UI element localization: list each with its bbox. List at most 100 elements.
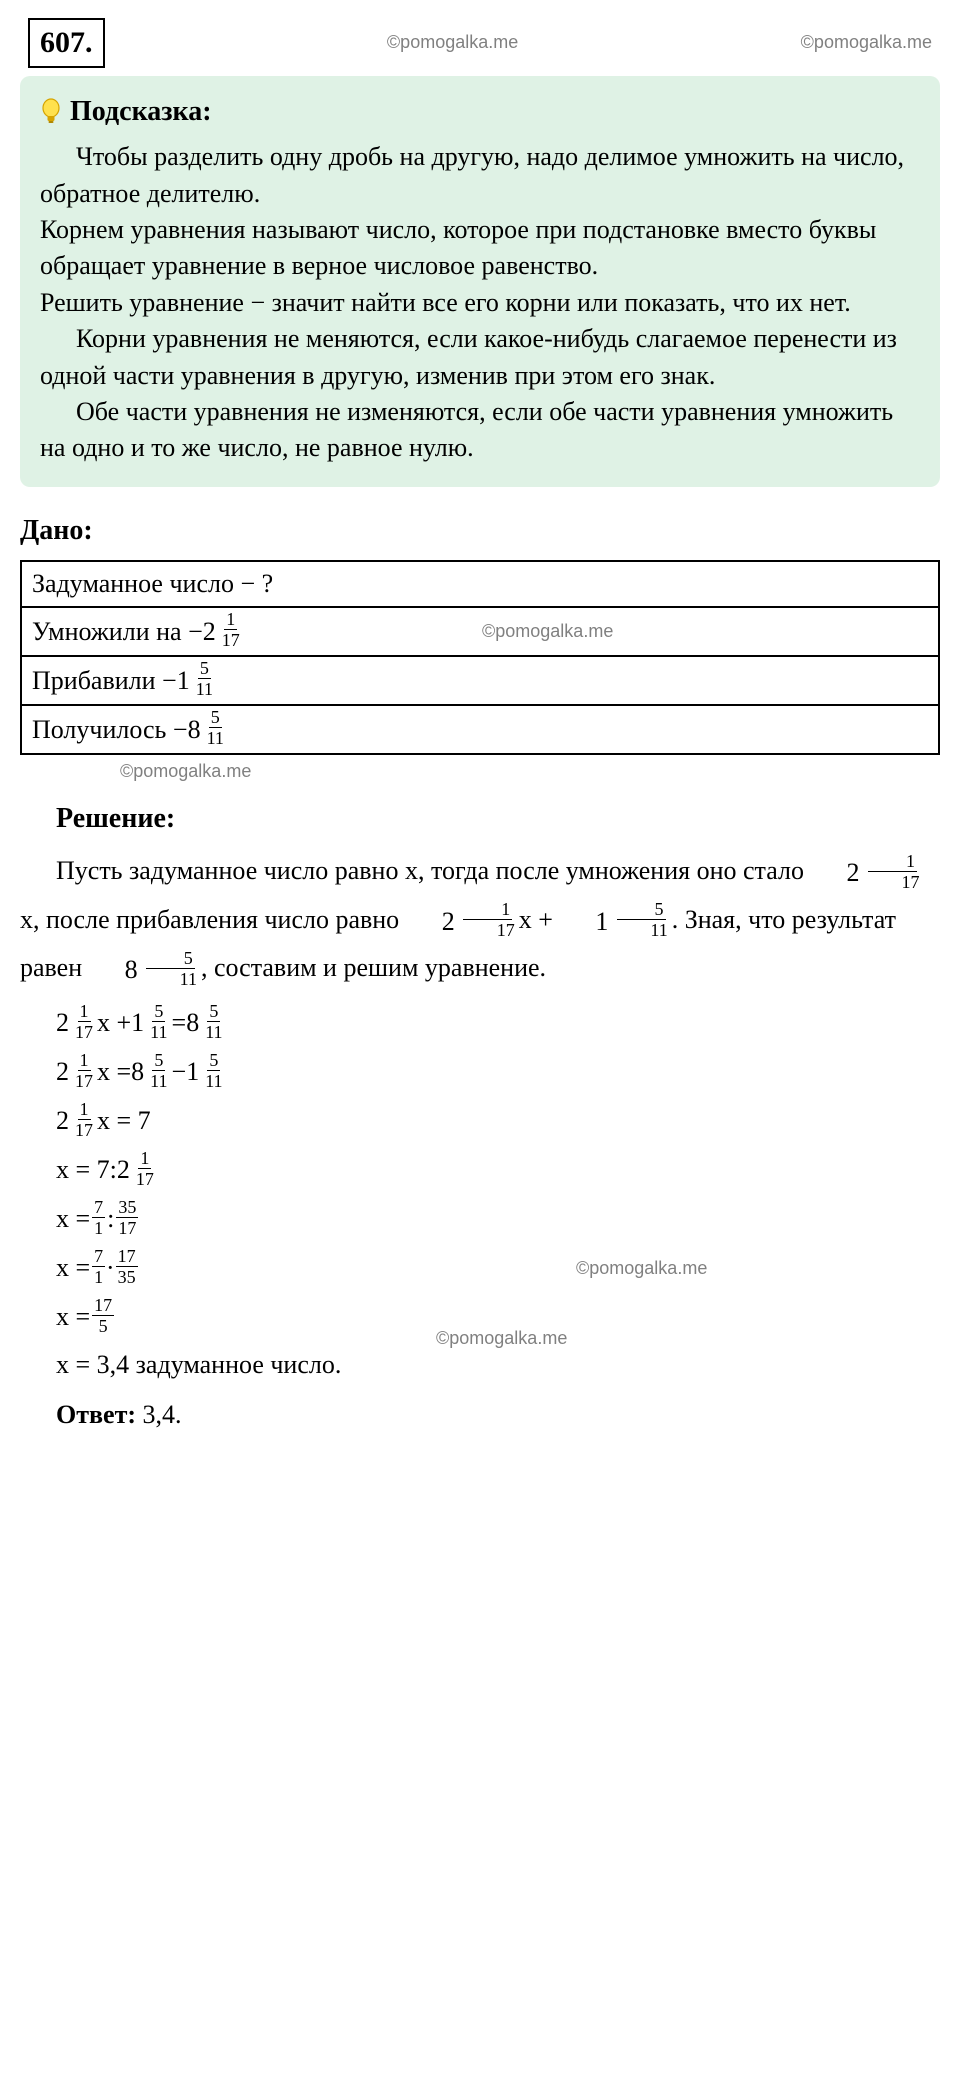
eq1-b: 1 5 11 [131,1004,171,1043]
dano-table: Задуманное число − ? Умножили на − 2 1 1… [20,560,940,755]
eq1-a: 2 1 17 [56,1004,97,1043]
eq4: x = 7: 2 1 17 [56,1151,940,1190]
eq3: 2 1 17 x = 7 [56,1102,940,1141]
frac-num: 17 [92,1296,114,1316]
frac-den: 17 [134,1169,156,1188]
sol-mid1: x, после прибавления число равно [20,905,406,934]
eq3-a: 2 1 17 [56,1102,97,1141]
frac-num: 7 [92,1247,105,1267]
frac-num: 1 [78,1051,91,1071]
frac-num: 5 [152,1051,165,1071]
eq7-f1: 17 5 [92,1296,114,1335]
eq3-t1: x = 7 [97,1103,151,1139]
solution-section: Решение: Пусть задуманное число равно x,… [20,799,940,1433]
frac-den: 11 [148,1022,169,1041]
frac-num: 5 [152,1002,165,1022]
mixed-whole: 1 [131,1005,144,1041]
mixed-whole: 8 [188,712,201,748]
frac-num: 5 [146,949,195,969]
frac-den: 11 [205,728,226,747]
frac-den: 1 [92,1267,105,1286]
sol-pre1: Пусть задуманное число равно x, тогда по… [56,856,810,885]
frac-den: 1 [92,1218,105,1237]
frac-num: 7 [92,1198,105,1218]
mixed-whole: 1 [177,663,190,699]
mixed-frac: 1 17 [459,900,517,939]
hint-p5: Обе части уравнения не изменяются, если … [40,394,920,467]
hint-title-text: Подсказка: [70,92,212,131]
frac-num: 1 [868,852,917,872]
eq8: x = 3,4 задуманное число. [56,1347,940,1383]
mixed-frac: 5 11 [142,949,199,988]
mixed-frac: 5 11 [148,1002,169,1041]
eq5-f1: 7 1 [92,1198,105,1237]
dano-row3-mixed: 1 5 11 [177,661,217,700]
mixed-frac: 1 17 [134,1149,156,1188]
eq2-c: 1 5 11 [186,1053,226,1092]
table-row: Умножили на − 2 1 17 ©pomogalka.me [21,607,939,656]
eq8-text: x = 3,4 задуманное число. [56,1347,341,1383]
eq2-t2: − [172,1054,187,1090]
watermark-sol2: ©pomogalka.me [436,1326,567,1351]
mixed-frac: 1 17 [73,1002,95,1041]
solution-title: Решение: [56,799,940,838]
header-row: 607. ©pomogalka.me ©pomogalka.me [20,18,940,68]
watermark-top-center: ©pomogalka.me [387,30,518,55]
eq1: 2 1 17 x + 1 5 11 = 8 5 11 [56,1004,940,1043]
answer-label: Ответ: [56,1400,143,1429]
table-row: Прибавили − 1 5 11 [21,656,939,705]
eq7: x = 17 5 ©pomogalka.me [56,1298,940,1337]
dano-section: Дано: Задуманное число − ? Умножили на −… [20,511,940,782]
mixed-whole: 2 [117,1152,130,1188]
mixed-frac: 1 17 [73,1051,95,1090]
sol-m1: 2 1 17 [810,850,923,897]
hint-p4: Корни уравнения не меняются, если какое-… [40,321,920,394]
dano-row3-label: Прибавили − [32,663,177,699]
frac-num: 1 [78,1100,91,1120]
eq6-f1: 7 1 [92,1247,105,1286]
eq2-b: 8 5 11 [131,1053,171,1092]
mixed-frac: 1 17 [863,852,921,891]
watermark-top-right: ©pomogalka.me [801,30,932,55]
eq1-t2: = [172,1005,187,1041]
frac-den: 17 [73,1071,95,1090]
hint-p3: Решить уравнение − значит найти все его … [40,285,920,321]
hint-title-row: Подсказка: [40,92,920,131]
watermark-below-dano: ©pomogalka.me [120,759,251,784]
hint-box: Подсказка: Чтобы разделить одну дробь на… [20,76,940,487]
frac-num: 1 [78,1002,91,1022]
frac-den: 5 [97,1316,110,1335]
eq7-pre: x = [56,1299,90,1335]
frac-num: 1 [463,900,512,920]
mixed-frac: 5 11 [612,900,669,939]
frac-den: 11 [142,969,199,988]
watermark-sol1: ©pomogalka.me [576,1256,707,1281]
frac-den: 17 [73,1120,95,1139]
mixed-frac: 5 11 [194,659,215,698]
eq5-pre: x = [56,1201,90,1237]
mixed-whole: 8 [89,947,138,994]
eq1-t1: x + [97,1005,131,1041]
mixed-whole: 8 [186,1005,199,1041]
mixed-whole: 2 [56,1005,69,1041]
sol-m4: 8 5 11 [89,947,201,994]
eq1-c: 8 5 11 [186,1004,226,1043]
answer-value: 3,4. [143,1400,182,1429]
mixed-frac: 5 11 [203,1051,224,1090]
frac-num: 5 [207,1002,220,1022]
eq2-t1: x = [97,1054,131,1090]
answer-row: Ответ: 3,4. [56,1397,940,1433]
frac-den: 17 [73,1022,95,1041]
eq2: 2 1 17 x = 8 5 11 − 1 5 11 [56,1053,940,1092]
frac-num: 5 [617,900,666,920]
frac-den: 17 [863,872,921,891]
bulb-icon [40,98,62,126]
mixed-whole: 1 [559,899,608,946]
dano-row4-label: Получилось − [32,712,188,748]
sol-post: , составим и решим уравнение. [201,953,546,982]
frac-num: 5 [209,708,222,728]
mixed-frac: 5 11 [203,1002,224,1041]
sol-m3: 1 5 11 [559,899,671,946]
mixed-whole: 2 [406,899,455,946]
eq4-pre: x = 7: [56,1152,117,1188]
